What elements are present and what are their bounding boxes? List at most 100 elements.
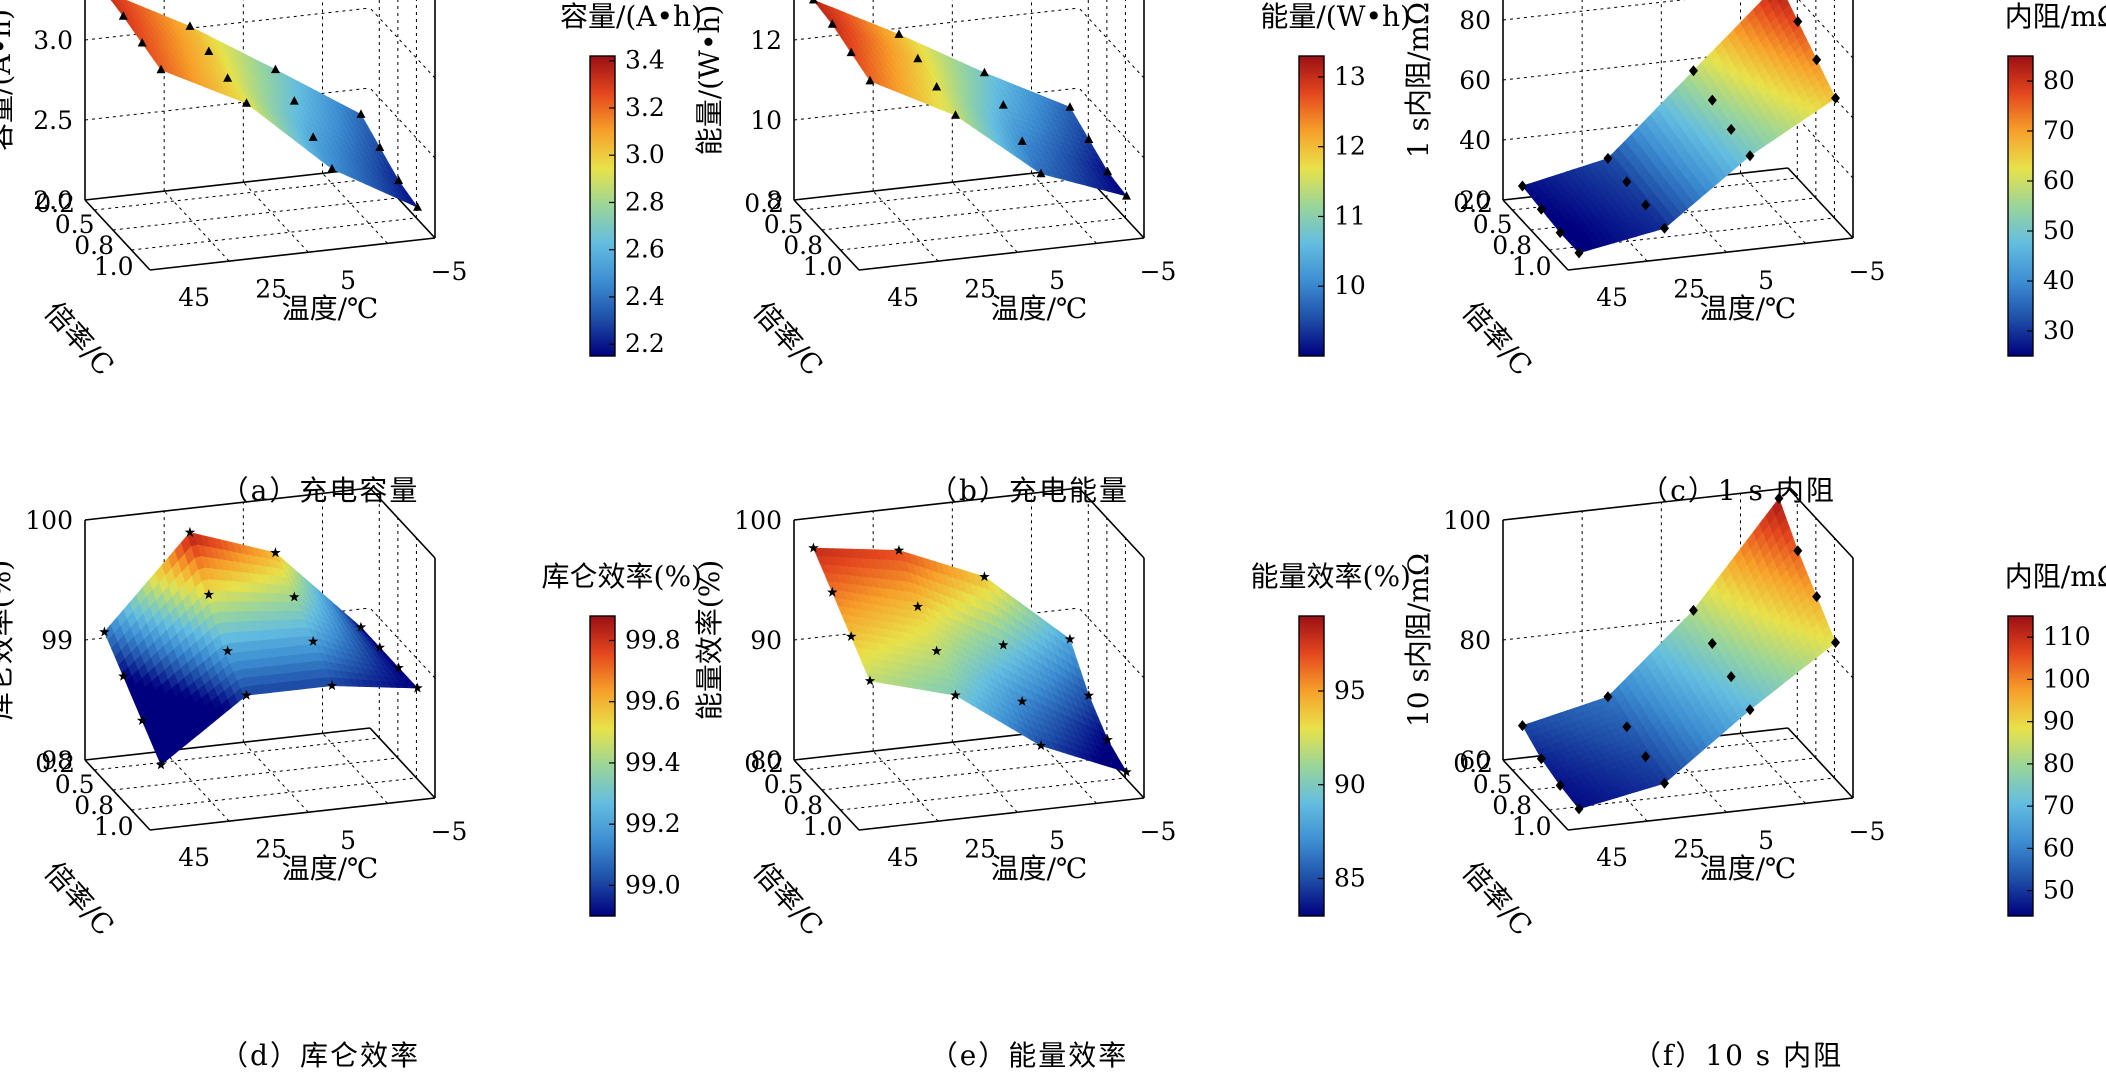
data-point: [1660, 777, 1669, 789]
axis-line: [1502, 759, 1569, 831]
grid-line: [94, 737, 380, 771]
axis-line: [1502, 199, 1569, 271]
colorbar-tick-label: 60: [2043, 166, 2075, 195]
data-point: [289, 96, 299, 105]
y-tick-label: 0.2: [744, 189, 784, 218]
z-tick-label: 100: [25, 506, 73, 535]
surface: [813, 0, 1128, 197]
colorbar: 30 40 50 60 70 80 内阻/mΩ: [2005, 0, 2106, 357]
tick-labels: 80 90 100 45 25 5 −5 0.20.50.81.0: [734, 506, 1176, 872]
x-tick-label: 5: [1758, 266, 1774, 295]
grid-line: [1078, 607, 1145, 679]
colorbar-tick-label: 99.8: [625, 625, 681, 654]
x-tick-label: 5: [340, 826, 356, 855]
grid-line: [322, 172, 388, 244]
grid-line: [84, 487, 371, 521]
y-tick-label: 0.8: [783, 231, 823, 260]
y-tick-label: 0.5: [55, 210, 95, 239]
data-point: [99, 626, 110, 637]
surface: [812, 547, 1128, 773]
colorbar-tick-label: 99.0: [625, 870, 681, 899]
z-tick-label: 60: [1459, 66, 1491, 95]
data-point: [1517, 720, 1527, 732]
data-markers: [808, 0, 1131, 200]
axis-line: [793, 199, 860, 271]
grid-line: [112, 757, 398, 791]
data-point: [1812, 54, 1822, 66]
y-tick-label: 0.5: [1473, 770, 1513, 799]
x-tick-label: −5: [1849, 817, 1886, 846]
data-point: [1831, 637, 1840, 648]
grid-line: [872, 190, 939, 262]
colorbar-tick-label: 10: [1334, 271, 1366, 300]
axis-line: [858, 797, 1145, 831]
tick-labels: 98 99 100 45 25 5 −5 0.20.50.81.0: [25, 506, 467, 872]
colorbar-tick-label: 3.2: [625, 93, 665, 122]
data-point: [374, 642, 385, 652]
grid-line: [803, 177, 1089, 211]
grid-line: [369, 7, 436, 79]
surface: [1521, 0, 1836, 254]
data-point: [1121, 766, 1132, 777]
grid-line: [84, 7, 371, 41]
x-tick-label: −5: [1140, 257, 1177, 286]
x-tick-label: 45: [178, 283, 210, 312]
data-point: [932, 82, 942, 91]
y-tick-label: 1.0: [803, 252, 843, 281]
y-tick-label: 0.5: [55, 770, 95, 799]
grid-line: [112, 197, 398, 231]
data-point: [1555, 227, 1565, 239]
data-point: [827, 586, 838, 597]
tick-labels: 2.02.53.03.545255−50.20.50.81.0: [33, 26, 467, 312]
y-axis-label: 倍率/C: [38, 295, 121, 382]
data-point: [1707, 638, 1717, 649]
z-axis-label: 10 s内阻/mΩ: [1402, 553, 1435, 727]
grid-line: [1502, 487, 1789, 521]
y-axis-label: 倍率/C: [38, 855, 121, 942]
colorbar: 50 60 70 80 90 100 110 内阻/mΩ: [2005, 560, 2106, 917]
colorbar-tick-label: 99.4: [625, 748, 681, 777]
data-point: [846, 47, 856, 57]
colorbar-tick-label: 12: [1334, 132, 1366, 161]
data-point: [1574, 803, 1584, 815]
y-tick-label: 0.5: [764, 210, 804, 239]
grid-line: [821, 757, 1107, 791]
data-point: [1064, 633, 1076, 644]
data-point: [155, 759, 167, 770]
y-tick-label: 0.2: [744, 749, 784, 778]
x-tick-label: 45: [887, 843, 919, 872]
grid-line: [1740, 732, 1806, 804]
colorbar-tick-label: 50: [2043, 216, 2075, 245]
colorbar: 10 11 12 13 能量/(W•h): [1260, 0, 1411, 357]
y-tick-label: 1.0: [1512, 812, 1552, 841]
y-tick-label: 0.5: [1473, 210, 1513, 239]
data-point: [1084, 134, 1094, 143]
tick-labels: 2040608010045255−50.20.50.81.0: [1453, 6, 1885, 312]
chart-panel-6: 60 80 100 45 25 5 −5 0.20.50.81.0 10 s内阻/mΩ 温度/℃ 倍…: [1402, 487, 2106, 1072]
data-point: [137, 38, 147, 47]
tick-labels: 60 80 100 45 25 5 −5 0.20.50.81.0: [1443, 506, 1885, 872]
grid-line: [1740, 172, 1806, 244]
y-tick-label: 0.8: [74, 231, 114, 260]
data-point: [998, 639, 1009, 650]
axis-line: [84, 199, 151, 271]
panel-caption: （e）能量效率: [930, 1039, 1129, 1072]
data-point: [204, 46, 214, 55]
grid-line: [163, 750, 230, 822]
grid-line: [163, 190, 230, 262]
z-tick-label: 98: [41, 746, 73, 775]
y-axis-label: 倍率/C: [747, 295, 830, 382]
colorbar-tick-label: 70: [2043, 116, 2075, 145]
colorbar-gradient: [1298, 55, 1325, 357]
colorbar-title: 容量/(A•h): [560, 0, 702, 33]
axis-line: [369, 727, 436, 799]
x-tick-label: 45: [1596, 283, 1628, 312]
y-tick-label: 1.0: [803, 812, 843, 841]
colorbar: 99.0 99.2 99.4 99.6 99.8 库仑效率(%): [542, 560, 702, 917]
data-point: [1517, 180, 1527, 192]
z-tick-label: 2.5: [33, 106, 73, 135]
z-tick-label: 80: [750, 746, 782, 775]
data-point: [136, 715, 148, 725]
grid-line: [242, 741, 309, 813]
